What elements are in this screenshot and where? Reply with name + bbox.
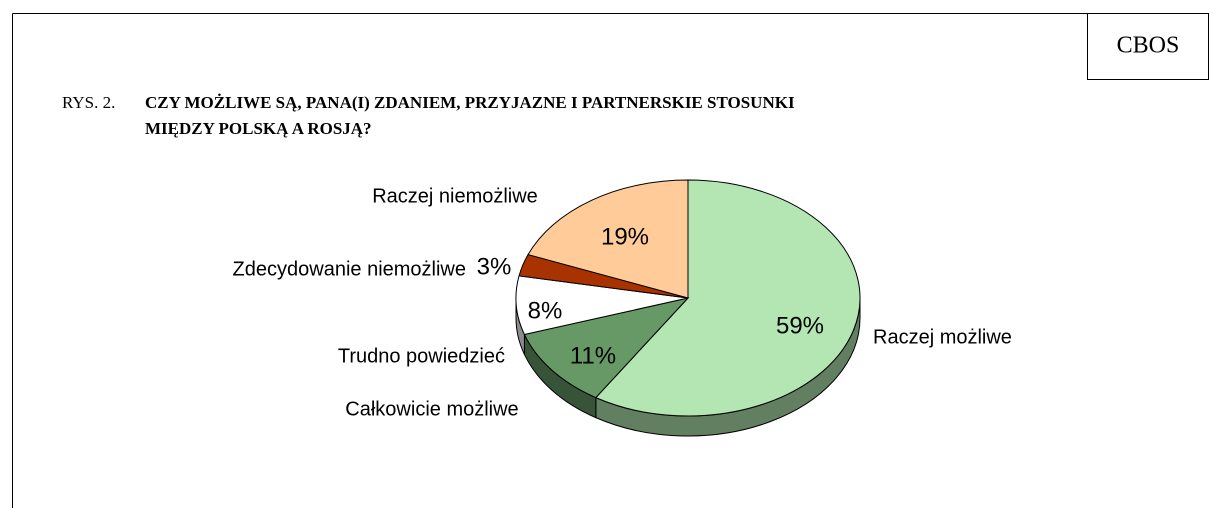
value-label: 8% [528, 297, 563, 324]
pie-slice [527, 179, 689, 299]
category-label: Trudno powiedzieć [338, 345, 505, 367]
value-label: 59% [776, 312, 824, 339]
chart-title: CZY MOŻLIWE SĄ, PANA(I) ZDANIEM, PRZYJAZ… [145, 93, 795, 138]
value-label: 19% [601, 223, 649, 250]
category-label: Zdecydowanie niemożliwe [233, 258, 466, 280]
source: CBOS [1117, 33, 1180, 59]
category-label: Raczej niemożliwe [372, 185, 538, 207]
pie-slice [594, 179, 861, 417]
value-label: 3% [477, 253, 512, 280]
figure-label: RYS. 2. [62, 93, 115, 112]
category-label: Całkowicie możliwe [345, 398, 518, 420]
category-label: Raczej możliwe [873, 326, 1012, 348]
pie-slice [523, 297, 690, 399]
value-label: 11% [570, 342, 616, 369]
